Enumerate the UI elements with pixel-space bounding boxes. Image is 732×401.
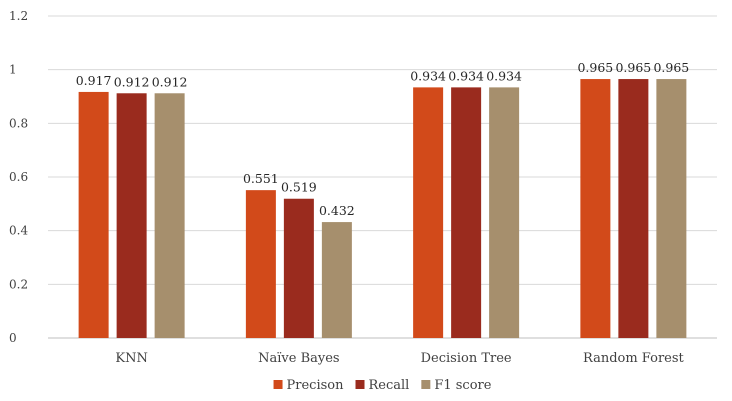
data-label: 0.965 <box>577 60 613 75</box>
bar-f1-score <box>154 93 185 338</box>
bar-f1-score <box>489 87 520 338</box>
data-label: 0.432 <box>319 203 355 218</box>
data-label: 0.519 <box>281 180 317 195</box>
data-label: 0.917 <box>76 73 112 88</box>
x-tick-label: KNN <box>115 351 147 366</box>
data-label: 0.965 <box>653 60 689 75</box>
bars <box>78 79 687 339</box>
y-axis: 0 0.2 0.4 0.6 0.8 1 1.2 <box>9 9 28 345</box>
y-tick-label: 1.2 <box>9 9 28 23</box>
legend: Precison Recall F1 score <box>273 378 492 393</box>
x-tick-label: Random Forest <box>583 351 685 366</box>
bar-precison <box>78 91 109 339</box>
legend-item: Recall <box>355 378 410 393</box>
bar-recall <box>116 93 147 338</box>
y-tick-label: 0.4 <box>9 224 28 238</box>
legend-label: Precison <box>287 378 345 393</box>
data-label: 0.912 <box>114 74 150 89</box>
data-label: 0.934 <box>448 68 484 83</box>
bar-recall <box>618 79 649 338</box>
data-label: 0.934 <box>410 68 446 83</box>
bar-recall <box>451 87 482 338</box>
y-tick-label: 0 <box>9 331 17 345</box>
data-label: 0.965 <box>615 60 651 75</box>
legend-item: Precison <box>273 378 345 393</box>
x-tick-label: Decision Tree <box>421 351 512 366</box>
bar-f1-score <box>321 222 352 338</box>
bar-precison <box>413 87 444 338</box>
y-tick-label: 0.2 <box>9 277 28 291</box>
bar-f1-score <box>656 79 687 338</box>
bar-precison <box>580 79 611 338</box>
x-axis: KNN Naïve Bayes Decision Tree Random Forest <box>115 351 684 366</box>
legend-label: F1 score <box>434 378 491 393</box>
data-label: 0.934 <box>486 68 522 83</box>
bar-recall <box>283 198 314 338</box>
bar-precison <box>245 190 276 338</box>
y-tick-label: 1 <box>9 63 17 77</box>
data-label: 0.551 <box>243 171 279 186</box>
legend-swatch <box>273 380 283 389</box>
legend-swatch <box>421 380 431 389</box>
y-tick-label: 0.6 <box>9 170 28 184</box>
x-tick-label: Naïve Bayes <box>258 351 339 366</box>
data-label: 0.912 <box>152 74 188 89</box>
y-tick-label: 0.8 <box>9 116 28 130</box>
legend-label: Recall <box>369 378 410 393</box>
legend-swatch <box>355 380 365 389</box>
legend-item: F1 score <box>421 378 492 393</box>
